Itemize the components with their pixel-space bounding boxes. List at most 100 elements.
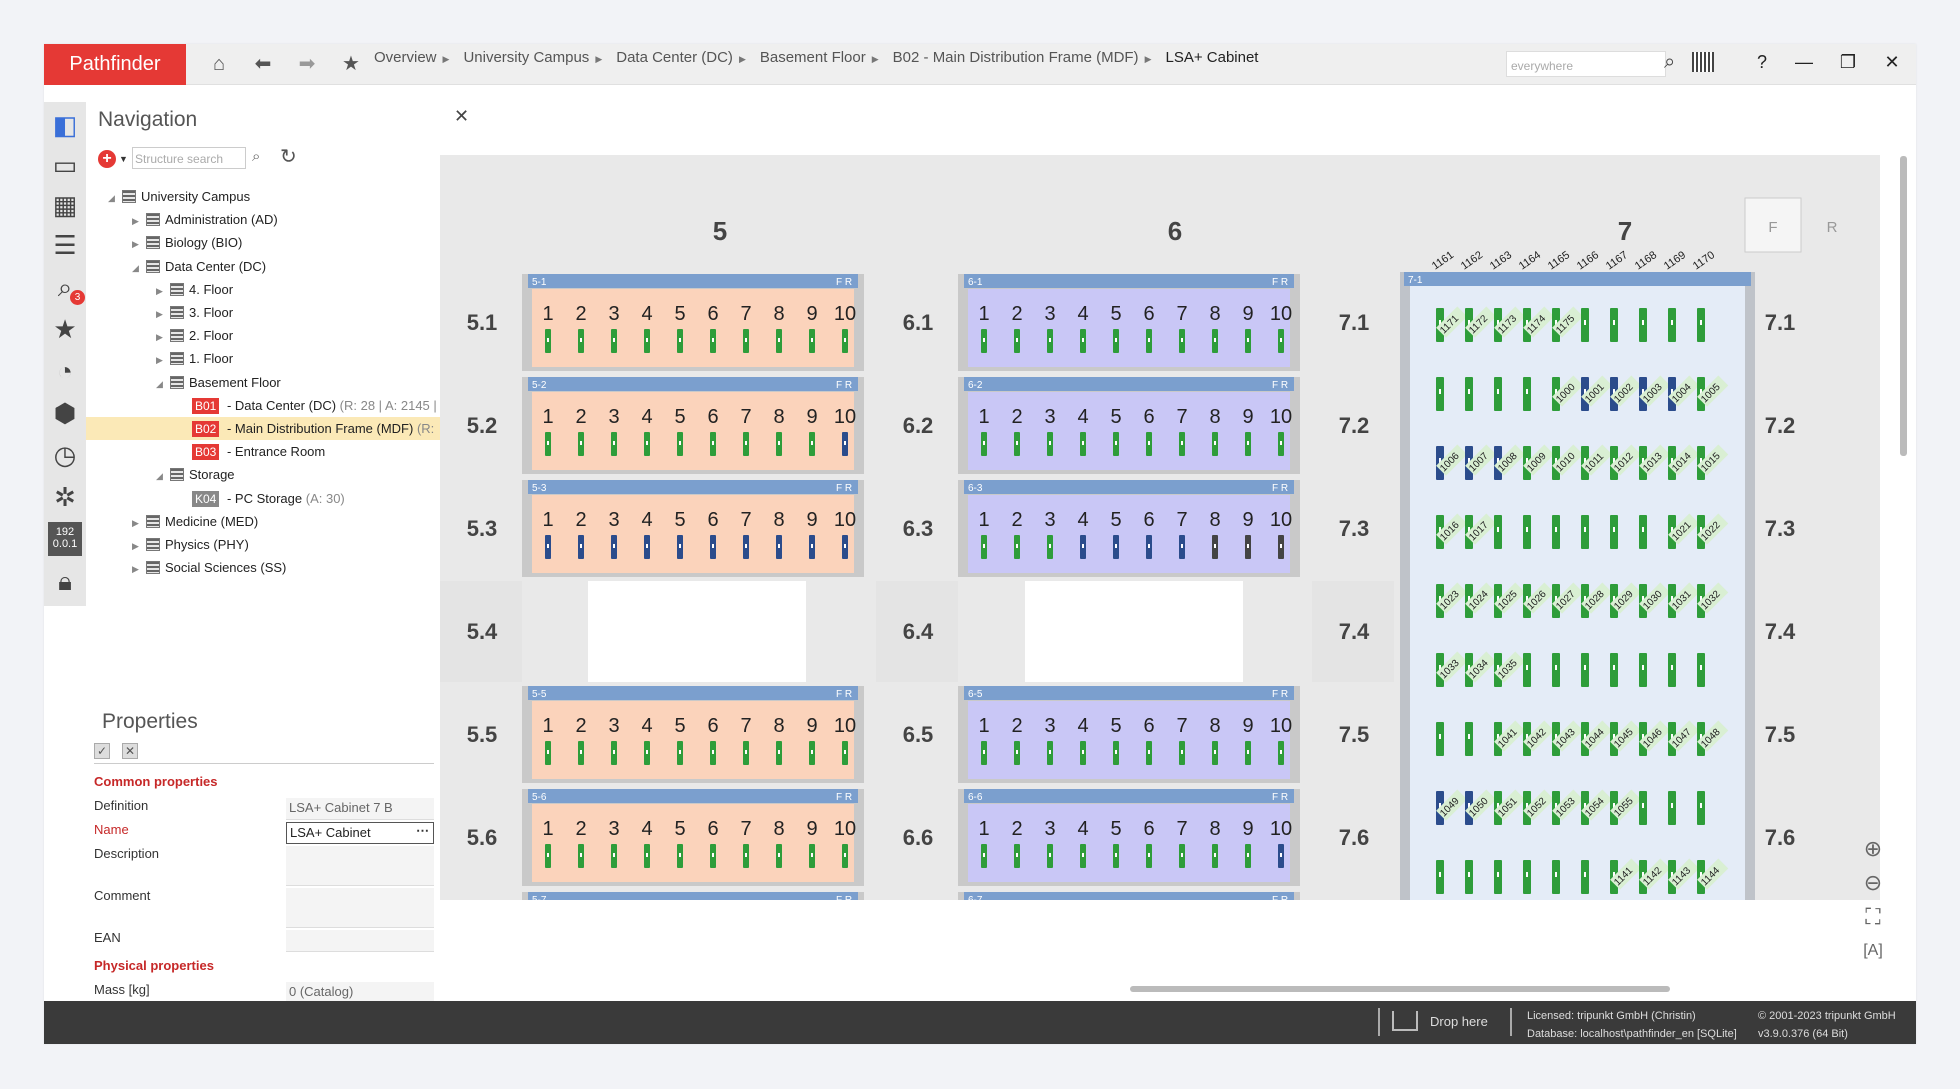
tree-node[interactable]: ◢ Storage <box>156 463 235 486</box>
barcode-icon[interactable] <box>1692 52 1714 72</box>
pin-label-bg <box>1668 444 1700 476</box>
structure-icon[interactable]: ◧ <box>52 110 78 140</box>
collapsed-arrow-icon[interactable]: ▶ <box>156 285 163 296</box>
port-pin-mark <box>1584 872 1586 877</box>
property-value[interactable]: LSA+ Cabinet 7 B <box>286 798 434 820</box>
breadcrumb-item[interactable]: Basement Floor <box>759 49 866 66</box>
tasks-icon[interactable]: ☰ <box>53 230 77 260</box>
patch-panel-5-2[interactable]: 5-2 F R 1 2 3 4 5 6 7 8 9 10 <box>522 377 864 474</box>
patch-panel-6-1[interactable]: 6-1 F R 1 2 3 4 5 6 7 8 9 10 <box>958 274 1300 371</box>
breadcrumb-item[interactable]: Overview <box>374 49 437 66</box>
apply-check-icon[interactable]: ✓ <box>94 743 110 759</box>
property-value[interactable] <box>286 888 434 928</box>
tree-node[interactable]: ◢ University Campus <box>108 185 250 208</box>
collapsed-arrow-icon[interactable]: ▶ <box>156 355 163 366</box>
tree-node[interactable]: ▶ Biology (BIO) <box>132 231 242 254</box>
collapsed-arrow-icon[interactable]: ▶ <box>156 332 163 343</box>
patch-panel-5-1[interactable]: 5-1 F R 1 2 3 4 5 6 7 8 9 10 <box>522 274 864 371</box>
search-rail-icon[interactable]: ⌕ <box>57 272 73 302</box>
expanded-arrow-icon[interactable]: ◢ <box>132 262 139 273</box>
expanded-arrow-icon[interactable]: ◢ <box>156 471 163 482</box>
tag-icon[interactable]: ⬢ <box>53 398 77 428</box>
face-rear-label[interactable]: R <box>1827 219 1838 236</box>
search-icon[interactable]: ⌕ <box>1664 51 1676 73</box>
tree-node[interactable]: ◢ Basement Floor <box>156 371 281 394</box>
structure-search-icon[interactable]: ⌕ <box>252 148 261 165</box>
collapsed-arrow-icon[interactable]: ▶ <box>156 309 163 319</box>
add-dropdown-caret-icon[interactable]: ▼ <box>119 154 128 164</box>
patch-panel-6-6[interactable]: 6-6 F R 1 2 3 4 5 6 7 8 9 10 <box>958 789 1300 886</box>
zoom-out-icon[interactable]: ⊖ <box>1863 870 1883 895</box>
floorplan-icon[interactable]: ▦ <box>52 190 78 220</box>
tree-node[interactable]: ▶ 2. Floor <box>156 324 233 347</box>
tree-node[interactable]: ◢ Data Center (DC) <box>132 255 266 278</box>
more-options-icon[interactable]: ⋯ <box>416 823 429 838</box>
pie-chart-icon[interactable]: ◔ <box>57 356 73 386</box>
tree-node[interactable]: ▶ Social Sciences (SS) <box>132 556 286 579</box>
fit-text-icon[interactable]: [A] <box>1863 942 1883 959</box>
global-search-input[interactable]: everywhere <box>1506 51 1666 77</box>
collapsed-arrow-icon[interactable]: ▶ <box>132 564 139 575</box>
tree-node[interactable]: B02 - Main Distribution Frame (MDF) (R: <box>86 417 482 440</box>
tree-node[interactable]: K04 - PC Storage (A: 30) <box>180 487 345 510</box>
clock-icon[interactable]: ◷ <box>53 440 77 470</box>
tree-node[interactable]: B01 - Data Center (DC) (R: 28 | A: 2145 … <box>180 394 437 417</box>
favorites-star-icon[interactable]: ★ <box>342 53 360 75</box>
zoom-in-icon[interactable]: ⊕ <box>1863 836 1883 861</box>
tree-node[interactable]: ▶ 3. Floor <box>156 301 233 324</box>
refresh-icon[interactable]: ↻ <box>280 146 297 168</box>
patch-panel-6-3[interactable]: 6-3 F R 1 2 3 4 5 6 7 8 9 10 <box>958 480 1300 577</box>
forward-arrow-icon[interactable]: ➡ <box>298 53 316 75</box>
back-arrow-icon[interactable]: ⬅ <box>254 53 272 75</box>
ip-address-icon[interactable]: 192 0.0.1 <box>48 522 82 556</box>
minimize-button[interactable]: — <box>1795 52 1813 72</box>
collapsed-arrow-icon[interactable]: ▶ <box>132 239 139 250</box>
fit-to-screen-icon[interactable]: ⛶ <box>1865 904 1881 929</box>
lock-icon[interactable]: 🔒︎ <box>58 566 72 596</box>
discard-x-icon[interactable]: ✕ <box>122 743 138 759</box>
face-front-button[interactable] <box>1744 197 1802 253</box>
drop-zone[interactable]: Drop here <box>1378 1008 1512 1036</box>
add-icon[interactable]: + <box>98 150 116 168</box>
port-pin-mark <box>811 441 813 445</box>
property-value[interactable] <box>286 846 434 886</box>
tree-node[interactable]: ▶ 4. Floor <box>156 278 233 301</box>
collapsed-arrow-icon[interactable]: ▶ <box>132 517 139 528</box>
brand-logo[interactable]: Pathfinder <box>44 44 186 85</box>
navigation-close-icon[interactable]: ✕ <box>454 106 470 126</box>
breadcrumb-item[interactable]: B02 - Main Distribution Frame (MDF) <box>892 49 1139 66</box>
tree-node[interactable]: ▶ 1. Floor <box>156 347 233 370</box>
help-button[interactable]: ? <box>1756 52 1767 72</box>
patch-panel-6-2[interactable]: 6-2 F R 1 2 3 4 5 6 7 8 9 10 <box>958 377 1300 474</box>
property-value[interactable]: 0 (Catalog) <box>286 982 434 1002</box>
patch-panel-5-3[interactable]: 5-3 F R 1 2 3 4 5 6 7 8 9 10 <box>522 480 864 577</box>
collapsed-arrow-icon[interactable]: ▶ <box>132 216 139 227</box>
horizontal-scrollbar[interactable] <box>1130 986 1670 992</box>
collapsed-arrow-icon[interactable]: ▶ <box>132 541 139 551</box>
restore-button[interactable]: ❐ <box>1839 52 1857 72</box>
breadcrumb-item[interactable]: University Campus <box>463 49 590 66</box>
breadcrumb-item[interactable]: LSA+ Cabinet <box>1165 49 1259 66</box>
vertical-scrollbar[interactable] <box>1900 156 1907 456</box>
star-icon[interactable]: ★ <box>53 314 77 344</box>
port-pin-mark <box>1247 750 1249 754</box>
patch-panel-5-5[interactable]: 5-5 F R 1 2 3 4 5 6 7 8 9 10 <box>522 686 864 783</box>
tree-node[interactable]: B03 - Entrance Room <box>180 440 325 463</box>
home-icon[interactable]: ⌂ <box>212 53 226 75</box>
tree-node[interactable]: ▶ Medicine (MED) <box>132 510 258 533</box>
structure-search-input[interactable]: Structure search <box>132 147 246 169</box>
expanded-arrow-icon[interactable]: ◢ <box>108 193 115 203</box>
tree-node[interactable]: ▶ Administration (AD) <box>132 208 278 231</box>
property-value[interactable] <box>286 930 434 952</box>
patch-panel-6-5[interactable]: 6-5 F R 1 2 3 4 5 6 7 8 9 10 <box>958 686 1300 783</box>
tree-node[interactable]: ▶ Physics (PHY) <box>132 533 249 556</box>
patch-panel-5-6[interactable]: 5-6 F R 1 2 3 4 5 6 7 8 9 10 <box>522 789 864 886</box>
devices-icon[interactable]: ▭ <box>52 150 78 180</box>
close-button[interactable]: ✕ <box>1884 52 1900 72</box>
network-icon[interactable]: ✲ <box>54 482 76 512</box>
name-input[interactable]: LSA+ Cabinet <box>286 822 434 844</box>
breadcrumb-item[interactable]: Data Center (DC) <box>616 49 733 66</box>
expanded-arrow-icon[interactable]: ◢ <box>156 378 163 389</box>
